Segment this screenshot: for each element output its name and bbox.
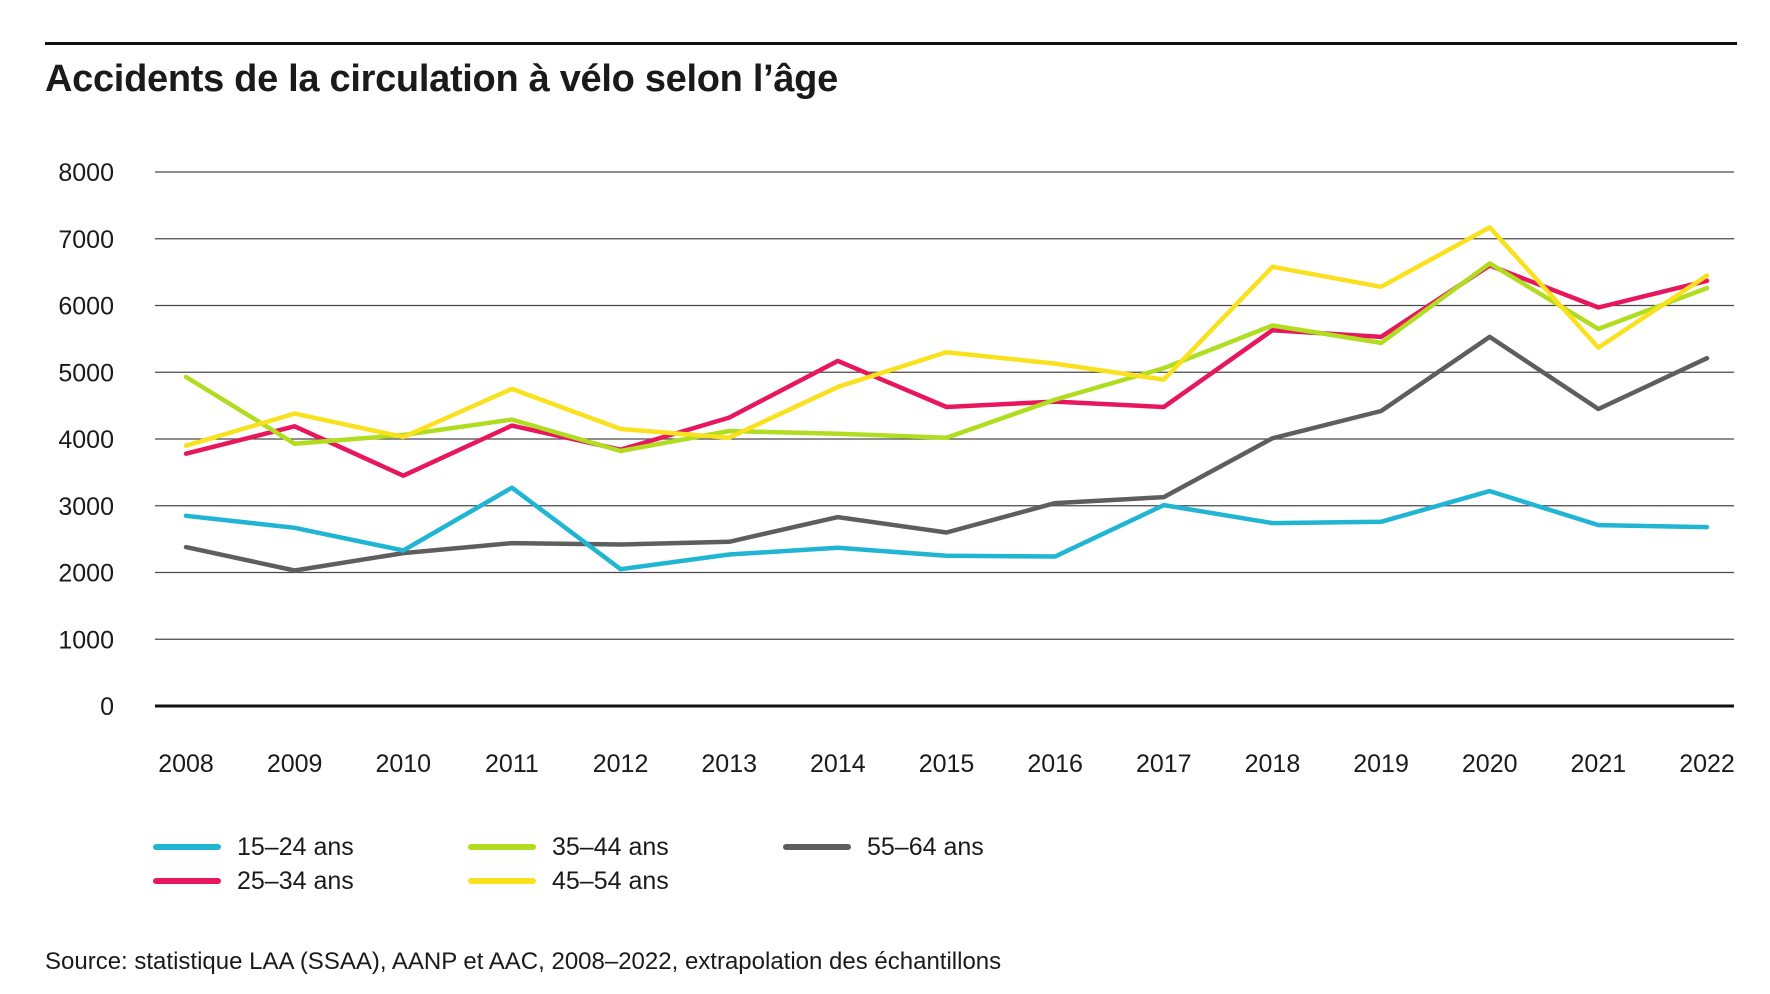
- x-tick-label: 2016: [1027, 750, 1083, 778]
- y-tick-label: 0: [100, 693, 114, 721]
- top-rule: [45, 42, 1737, 45]
- x-tick-label: 2022: [1679, 750, 1735, 778]
- legend-swatch: [153, 844, 221, 850]
- legend-swatch: [468, 878, 536, 884]
- x-tick-label: 2008: [158, 750, 214, 778]
- legend-label: 25–34 ans: [237, 866, 354, 895]
- source-note: Source: statistique LAA (SSAA), AANP et …: [45, 948, 1002, 975]
- x-tick-label: 2014: [810, 750, 866, 778]
- y-axis-tick-labels: 0 1000 2000 3000 4000 5000 6000 7000 8000: [58, 159, 114, 721]
- x-tick-label: 2019: [1353, 750, 1409, 778]
- x-tick-label: 2020: [1462, 750, 1518, 778]
- legend-label: 55–64 ans: [867, 832, 984, 861]
- x-axis-tick-labels: 2008 2009 2010 2011 2012 2013 2014 2015 2016 2017…: [158, 750, 1735, 778]
- y-tick-label: 4000: [58, 426, 114, 454]
- y-tick-label: 2000: [58, 560, 114, 588]
- chart-title: Accidents de la circulation à vélo selon…: [45, 58, 838, 100]
- legend-item: 55–64 ans: [783, 830, 984, 864]
- y-tick-label: 6000: [58, 293, 114, 321]
- legend-swatch: [468, 844, 536, 850]
- x-tick-label: 2015: [919, 750, 975, 778]
- x-tick-label: 2009: [267, 750, 323, 778]
- series-line-35-44: [183, 261, 1710, 454]
- x-tick-label: 2017: [1136, 750, 1192, 778]
- y-tick-label: 5000: [58, 359, 114, 387]
- y-tick-label: 3000: [58, 493, 114, 521]
- x-tick-label: 2010: [375, 750, 431, 778]
- legend: 15–24 ans 25–34 ans 35–44 ans 45–54 ans 55–6…: [153, 830, 1053, 910]
- legend-item: 35–44 ans: [468, 830, 669, 864]
- legend-label: 45–54 ans: [552, 866, 669, 895]
- legend-item: 25–34 ans: [153, 864, 354, 898]
- series-line-45-54: [183, 225, 1710, 448]
- legend-label: 15–24 ans: [237, 832, 354, 861]
- x-tick-label: 2012: [593, 750, 649, 778]
- series-lines: [183, 225, 1710, 573]
- legend-label: 35–44 ans: [552, 832, 669, 861]
- y-tick-label: 7000: [58, 226, 114, 254]
- legend-item: 15–24 ans: [153, 830, 354, 864]
- x-tick-label: 2021: [1571, 750, 1627, 778]
- series-line-15-24: [183, 485, 1710, 572]
- x-tick-label: 2011: [485, 750, 539, 778]
- legend-swatch: [153, 878, 221, 884]
- x-tick-label: 2018: [1245, 750, 1301, 778]
- series-line-25-34: [183, 263, 1710, 478]
- series-line-55-64: [183, 334, 1710, 573]
- legend-item: 45–54 ans: [468, 864, 669, 898]
- x-tick-label: 2013: [701, 750, 757, 778]
- y-tick-label: 8000: [58, 159, 114, 187]
- legend-swatch: [783, 844, 851, 850]
- y-tick-label: 1000: [58, 626, 114, 654]
